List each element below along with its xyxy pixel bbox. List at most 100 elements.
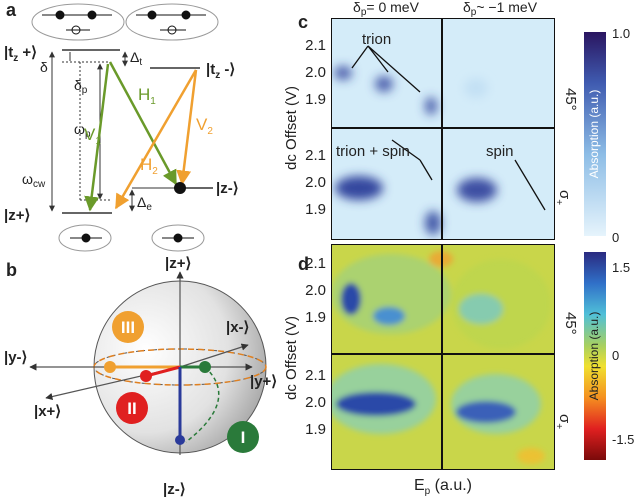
- ellipse: [334, 66, 352, 80]
- panel-label: a: [6, 0, 17, 20]
- tspan: Δ: [130, 49, 139, 65]
- transition-label: H2: [140, 155, 158, 177]
- ellipse: [341, 283, 361, 315]
- y-tick-label: 2.1: [305, 367, 326, 384]
- tspan: cw: [33, 179, 46, 190]
- axis-label: |z-⟩: [163, 481, 186, 498]
- symbol: ωcw: [22, 171, 46, 190]
- tspan: t: [139, 57, 142, 68]
- colorbar-ticks: 1.001.50-1.5: [612, 26, 634, 447]
- y-tick-label: 2.1: [305, 255, 326, 272]
- tspan: V: [84, 125, 96, 144]
- colorbar-tick-label: 1.5: [612, 260, 630, 275]
- y-tick-label: 2.0: [305, 174, 326, 191]
- tspan: ω: [22, 171, 33, 187]
- level-label: |z+⟩: [4, 207, 30, 224]
- x-axis-label: Ep (a.u.): [414, 477, 472, 497]
- y-tick-label: 1.9: [305, 201, 326, 218]
- state-dot: [104, 361, 116, 373]
- symbol: δp: [74, 77, 88, 96]
- tspan: e: [146, 202, 152, 213]
- transition-label: V2: [196, 115, 213, 137]
- y-tick-label: 1.9: [305, 421, 326, 438]
- ellipse: [456, 401, 516, 423]
- y-tick-label: 2.1: [305, 147, 326, 164]
- annotation: spin: [486, 143, 514, 160]
- state-dot: [199, 361, 211, 373]
- tspan: +: [553, 423, 564, 429]
- ellipse: [459, 294, 503, 324]
- state-dot: [140, 370, 152, 382]
- figure: a |tz +⟩ |tz -⟩ |z+⟩ |z-⟩ δ Δt δp ωp ωcw…: [0, 0, 636, 500]
- panel-label: c: [298, 12, 308, 32]
- row-label: 45°: [562, 88, 579, 111]
- transition-label: H1: [138, 85, 156, 107]
- tspan: 2: [207, 126, 213, 137]
- circle: [56, 11, 64, 19]
- symbol: Δt: [130, 49, 142, 68]
- circle: [82, 234, 90, 242]
- tspan: 1: [95, 136, 101, 147]
- y-tick-label: 2.1: [305, 37, 326, 54]
- level-label: |z-⟩: [216, 180, 239, 197]
- y-tick-label: 2.0: [305, 282, 326, 299]
- marker-label: III: [121, 318, 135, 337]
- column-header: δp~ −1 meV: [463, 0, 538, 18]
- tspan: Δ: [137, 194, 146, 210]
- annotation: trion: [362, 31, 391, 48]
- tick-labels: 2.12.01.92.12.01.92.12.01.92.12.01.9: [305, 37, 326, 438]
- tspan: 2: [152, 166, 158, 177]
- y-axis-label: dc Offset (V): [283, 316, 300, 400]
- transition-label: V1: [84, 125, 101, 147]
- ellipse: [517, 448, 545, 464]
- tspan: 1: [150, 96, 156, 107]
- ellipse: [32, 4, 124, 40]
- tspan: (a.u.): [430, 477, 472, 494]
- axis-label: |x+⟩: [34, 403, 61, 420]
- y-axis-label: dc Offset (V): [283, 86, 300, 170]
- row-label: σ+: [553, 190, 573, 205]
- ellipse: [375, 76, 393, 92]
- symbol: Δe: [137, 194, 152, 213]
- state-dot: [175, 435, 185, 445]
- tspan: +: [553, 199, 564, 205]
- tspan: E: [414, 477, 425, 494]
- axis-label: |x-⟩: [226, 319, 249, 336]
- tspan: +⟩: [18, 44, 37, 61]
- tspan: ~ −1 meV: [476, 0, 537, 15]
- heatmap-d: [326, 244, 555, 470]
- spin-dots: [42, 11, 206, 242]
- tspan: = 0 meV: [366, 0, 419, 15]
- ellipse: [336, 392, 416, 416]
- axis-label: |z+⟩: [165, 255, 191, 272]
- ellipse: [373, 307, 405, 325]
- circle: [174, 234, 182, 242]
- state-dot: [174, 182, 186, 194]
- colorbar-tick-label: 0: [612, 230, 619, 245]
- row-label: 45°: [562, 312, 579, 335]
- circle: [148, 11, 156, 19]
- circle: [88, 11, 96, 19]
- y-tick-label: 2.0: [305, 394, 326, 411]
- axis-label: |y-⟩: [4, 349, 27, 366]
- colorbar-tick-label: 0: [612, 348, 619, 363]
- ellipse: [457, 178, 497, 202]
- axis-label: |y+⟩: [250, 373, 277, 390]
- tspan: H: [138, 85, 150, 104]
- ellipse: [335, 176, 383, 200]
- y-tick-label: 1.9: [305, 309, 326, 326]
- y-tick-label: 2.0: [305, 64, 326, 81]
- ellipse: [425, 97, 437, 115]
- ellipse: [425, 211, 441, 235]
- annotation: trion + spin: [336, 143, 410, 160]
- panel-label: b: [6, 260, 17, 280]
- ellipse: [464, 78, 488, 98]
- tspan: H: [140, 155, 152, 174]
- level-label: |tz -⟩: [206, 61, 235, 81]
- column-header: δp= 0 meV: [353, 0, 420, 18]
- tspan: V: [196, 115, 208, 134]
- tspan: p: [82, 85, 88, 96]
- tspan: |t: [206, 61, 215, 78]
- row-label: σ+: [553, 414, 573, 429]
- tspan: -⟩: [220, 61, 235, 78]
